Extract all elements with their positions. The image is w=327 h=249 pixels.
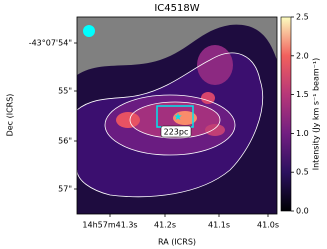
colorbar-label: Intensity (Jy km s⁻¹ beam⁻¹) (312, 58, 321, 170)
colorbar-tick-label: 1.0 (296, 129, 309, 138)
colorbar-tick-label: 2.0 (296, 51, 309, 60)
x-tick-label: 41.0s (257, 221, 279, 230)
map (77, 17, 277, 214)
y-axis-label: Dec (ICRS) (6, 94, 15, 137)
x-tick-label: 41.1s (208, 221, 230, 230)
chart-title: IC4518W (154, 3, 199, 14)
colorbar-tick-label: 1.5 (296, 90, 309, 99)
y-tick-label: 55" (58, 87, 72, 96)
annotation: 223pc (164, 128, 189, 137)
y-tick-label: 56" (58, 137, 72, 146)
x-axis-label: RA (ICRS) (158, 238, 196, 247)
colorbar-tick-label: 0.5 (296, 168, 309, 177)
plot-frame (76, 16, 278, 215)
x-tick-label: 41.2s (154, 221, 176, 230)
y-tick-label: -43°07'54" (29, 39, 72, 48)
colorbar-tick-label: 2.5 (296, 13, 309, 22)
colorbar (280, 16, 292, 212)
x-tick-label: 14h57m41.3s (82, 221, 137, 230)
annotation-box (160, 125, 192, 138)
colorbar-tick-label: 0.0 (296, 207, 309, 216)
y-tick-label: 57" (58, 185, 72, 194)
star: ★ (174, 112, 183, 123)
